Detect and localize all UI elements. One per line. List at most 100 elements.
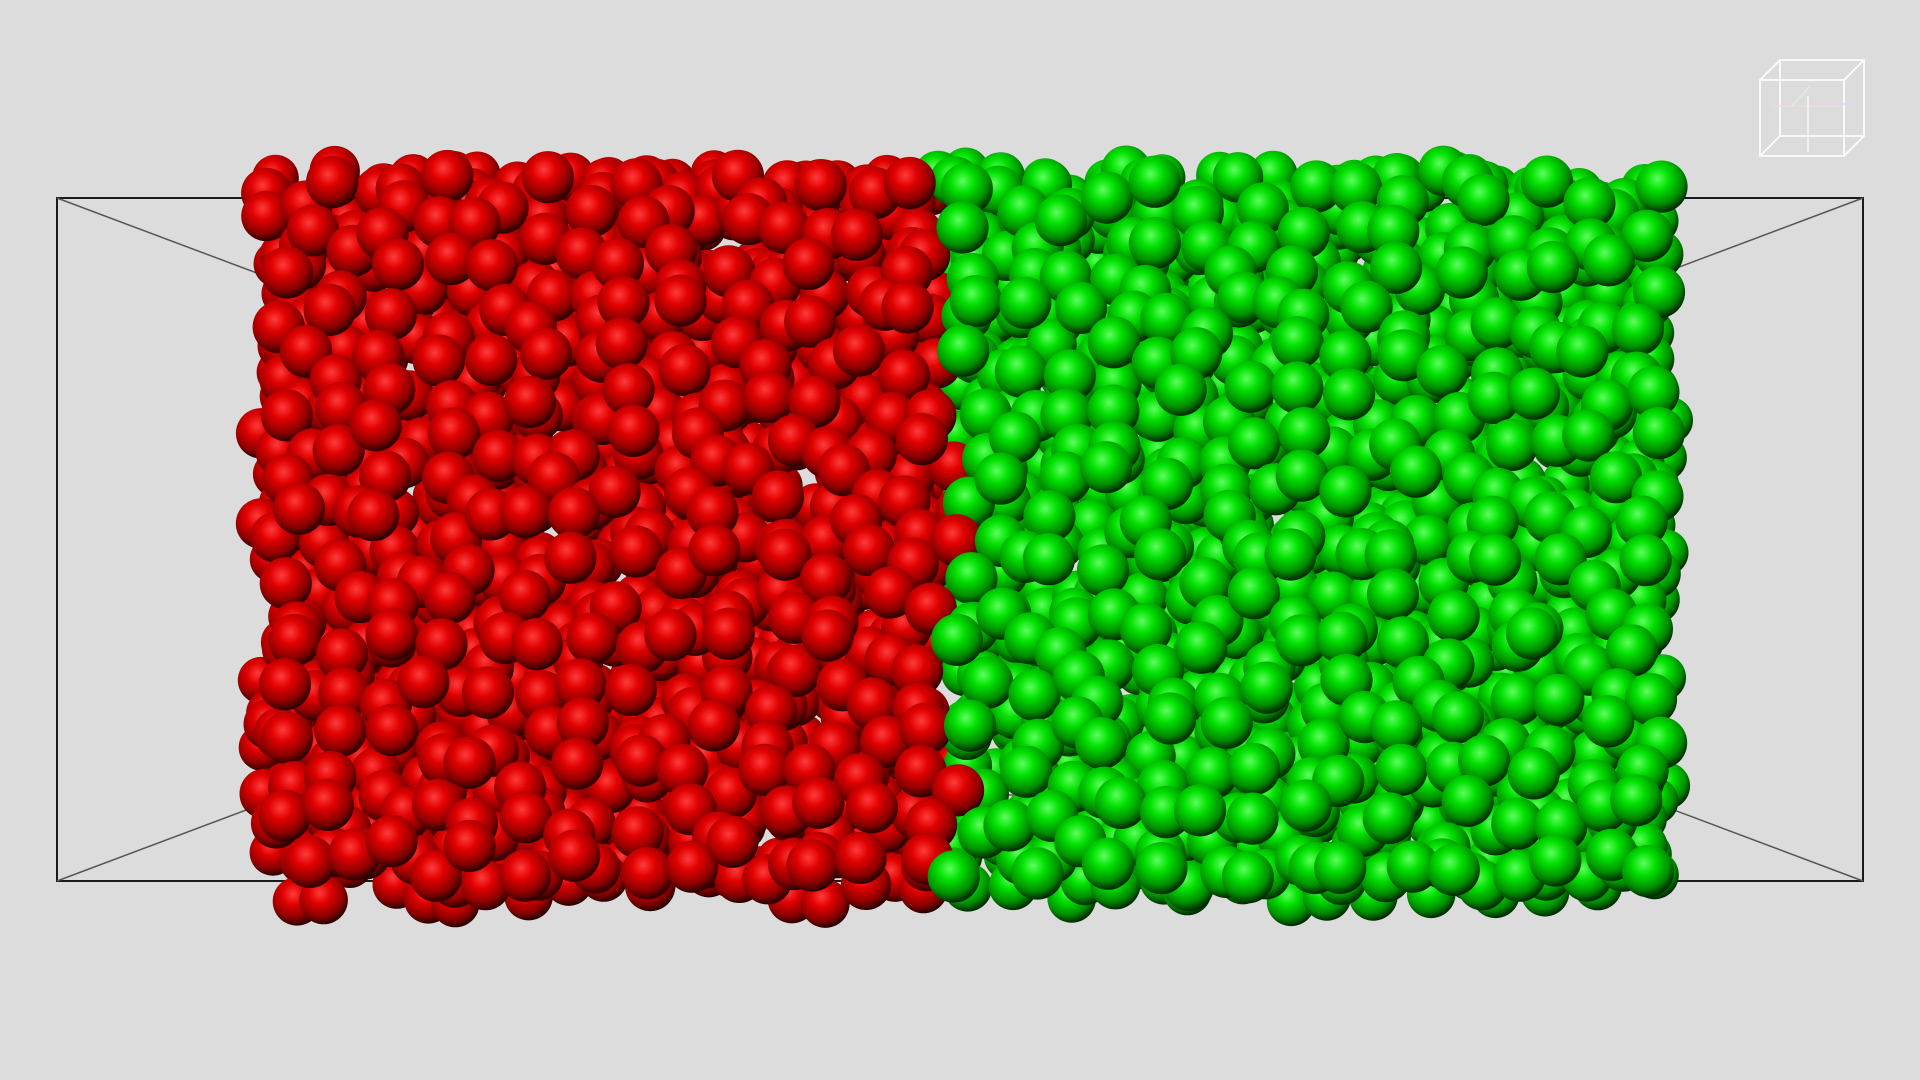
green-particle (1505, 607, 1559, 660)
red-particle (548, 829, 601, 882)
red-particle (301, 778, 354, 832)
green-particle (1329, 161, 1382, 215)
red-particle (654, 274, 707, 327)
green-particle (1120, 602, 1173, 656)
red-particle (349, 399, 402, 452)
green-particle (989, 411, 1042, 464)
green-particle (1582, 234, 1635, 287)
red-particle (845, 781, 899, 834)
green-particle (940, 162, 993, 215)
green-particle (1386, 840, 1439, 893)
red-particle (891, 644, 944, 697)
green-particle (1563, 177, 1616, 230)
red-particle (316, 628, 369, 681)
green-particle (936, 201, 989, 254)
red-particle (742, 370, 796, 424)
green-particle (999, 276, 1052, 329)
red-particle (566, 612, 619, 665)
green-particle (1227, 567, 1280, 620)
green-particle (1467, 371, 1520, 424)
red-particle (412, 334, 465, 387)
green-particle (1470, 297, 1523, 350)
red-particle (460, 859, 511, 911)
green-particle (1340, 280, 1393, 333)
red-particle (666, 840, 719, 893)
orientation-cube-icon[interactable] (1752, 56, 1872, 160)
red-particle (241, 190, 292, 242)
red-particle (644, 608, 697, 662)
green-particle (1362, 792, 1415, 845)
red-particle (687, 699, 741, 752)
green-particle (1275, 449, 1328, 502)
green-particle (1615, 495, 1668, 548)
red-particle (397, 656, 450, 709)
red-particle (751, 470, 805, 523)
green-particle (1605, 624, 1658, 677)
green-particle (1441, 774, 1494, 827)
green-particle (1427, 589, 1480, 643)
green-particle (1322, 368, 1376, 421)
green-particle (1227, 417, 1280, 470)
red-particle (303, 283, 356, 336)
green-particle (944, 699, 997, 752)
red-particle (864, 566, 917, 619)
red-particle (258, 658, 312, 711)
green-particle (1458, 734, 1511, 787)
red-particle (799, 553, 853, 606)
green-particle (1128, 216, 1181, 270)
red-particle (364, 288, 417, 341)
red-particle (365, 608, 418, 661)
red-particle (591, 237, 645, 290)
green-particle (1610, 774, 1663, 827)
green-particle (1054, 281, 1108, 334)
green-particle (1087, 316, 1140, 369)
green-particle (930, 613, 984, 667)
green-particle (974, 452, 1027, 505)
red-particle (371, 238, 425, 291)
green-particle (1290, 160, 1343, 213)
red-particle (273, 482, 326, 535)
green-particle (927, 850, 980, 903)
red-particle (801, 609, 854, 662)
red-particle (786, 839, 839, 892)
green-particle (1134, 528, 1187, 581)
green-particle (1490, 673, 1543, 726)
red-particle (830, 208, 884, 261)
red-particle (261, 246, 314, 299)
green-particle (1457, 173, 1510, 226)
red-particle (423, 571, 476, 624)
red-particle (443, 736, 496, 789)
green-particle (1370, 241, 1423, 294)
red-particle (365, 703, 419, 757)
red-particle (347, 489, 400, 542)
red-particle (510, 618, 563, 671)
red-particle (498, 849, 552, 902)
green-particle (1275, 614, 1328, 667)
red-particle (556, 697, 610, 750)
red-particle (609, 525, 663, 578)
green-particle (1364, 529, 1417, 582)
red-particle (427, 407, 480, 460)
green-particle (1435, 246, 1488, 299)
red-particle (895, 413, 949, 466)
red-particle (834, 831, 887, 885)
red-particle (554, 658, 607, 711)
green-particle (1556, 325, 1609, 378)
red-particle (615, 734, 668, 787)
red-particle (503, 375, 556, 429)
green-particle (1271, 316, 1324, 369)
red-particle (499, 485, 552, 539)
green-particle (1389, 445, 1443, 498)
red-particle (738, 743, 791, 796)
green-particle (1469, 533, 1522, 586)
green-particle (1532, 673, 1585, 726)
red-particle (758, 528, 812, 581)
red-particle (860, 715, 913, 768)
red-particle (461, 666, 514, 719)
red-particle (425, 232, 478, 286)
green-particle (1023, 490, 1076, 543)
green-particle (1075, 717, 1128, 770)
red-particle (499, 791, 552, 844)
